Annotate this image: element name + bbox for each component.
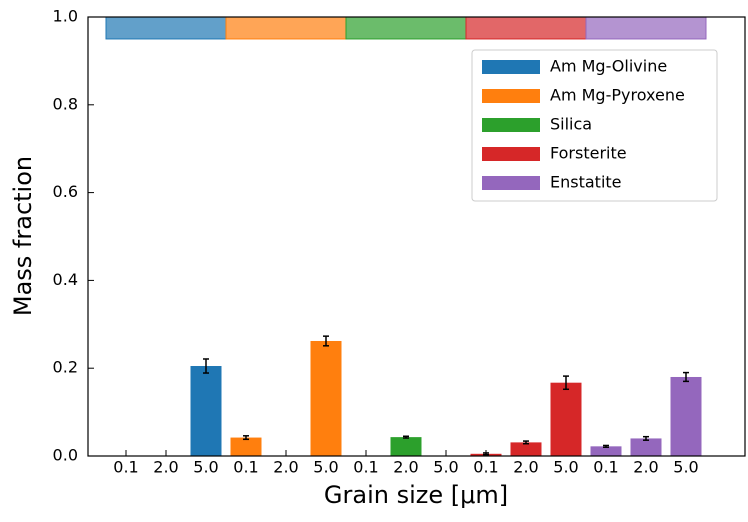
x-tick-label: 5.0: [313, 458, 338, 477]
x-tick-label: 2.0: [633, 458, 658, 477]
y-axis-label: Mass fraction: [9, 156, 37, 316]
x-axis-label: Grain size [μm]: [324, 481, 508, 509]
x-tick-label: 5.0: [673, 458, 698, 477]
y-tick-label: 0.4: [53, 270, 78, 289]
bar: [230, 437, 262, 456]
bar: [310, 340, 342, 456]
plot-frame: [87, 16, 746, 457]
group-band: [465, 16, 587, 40]
y-tick-label: 0.8: [53, 94, 78, 113]
y-tick-label: 0.0: [53, 446, 78, 465]
bar: [390, 437, 422, 456]
x-tick-label: 5.0: [193, 458, 218, 477]
x-tick-label: 2.0: [273, 458, 298, 477]
legend-label: Forsterite: [550, 144, 627, 163]
bar: [630, 438, 662, 456]
legend-swatch: [482, 118, 540, 132]
x-tick-label: 2.0: [513, 458, 538, 477]
x-tick-label: 2.0: [393, 458, 418, 477]
y-tick-label: 0.2: [53, 358, 78, 377]
x-tick-label: 5.0: [553, 458, 578, 477]
group-band: [225, 16, 347, 40]
legend-label: Am Mg-Olivine: [550, 57, 667, 76]
legend-swatch: [482, 60, 540, 74]
legend-box: [471, 49, 718, 202]
x-tick-label: 0.1: [233, 458, 258, 477]
x-tick-label: 2.0: [153, 458, 178, 477]
y-tick-label: 1.0: [53, 7, 78, 26]
x-tick-label: 0.1: [593, 458, 618, 477]
x-tick-label: 5.0: [433, 458, 458, 477]
x-tick-label: 0.1: [353, 458, 378, 477]
y-tick-label: 0.6: [53, 182, 78, 201]
bar: [190, 366, 222, 456]
bar: [670, 376, 702, 456]
legend-swatch: [482, 176, 540, 190]
bar: [590, 446, 622, 456]
legend-label: Am Mg-Pyroxene: [550, 86, 685, 105]
legend-swatch: [482, 147, 540, 161]
legend-label: Silica: [550, 115, 592, 134]
bar: [550, 382, 582, 456]
group-band: [585, 16, 707, 40]
legend-label: Enstatite: [550, 173, 622, 192]
x-tick-label: 0.1: [473, 458, 498, 477]
bar: [510, 442, 542, 456]
group-band: [345, 16, 467, 40]
legend-swatch: [482, 89, 540, 103]
x-tick-label: 0.1: [113, 458, 138, 477]
group-band: [105, 16, 227, 40]
